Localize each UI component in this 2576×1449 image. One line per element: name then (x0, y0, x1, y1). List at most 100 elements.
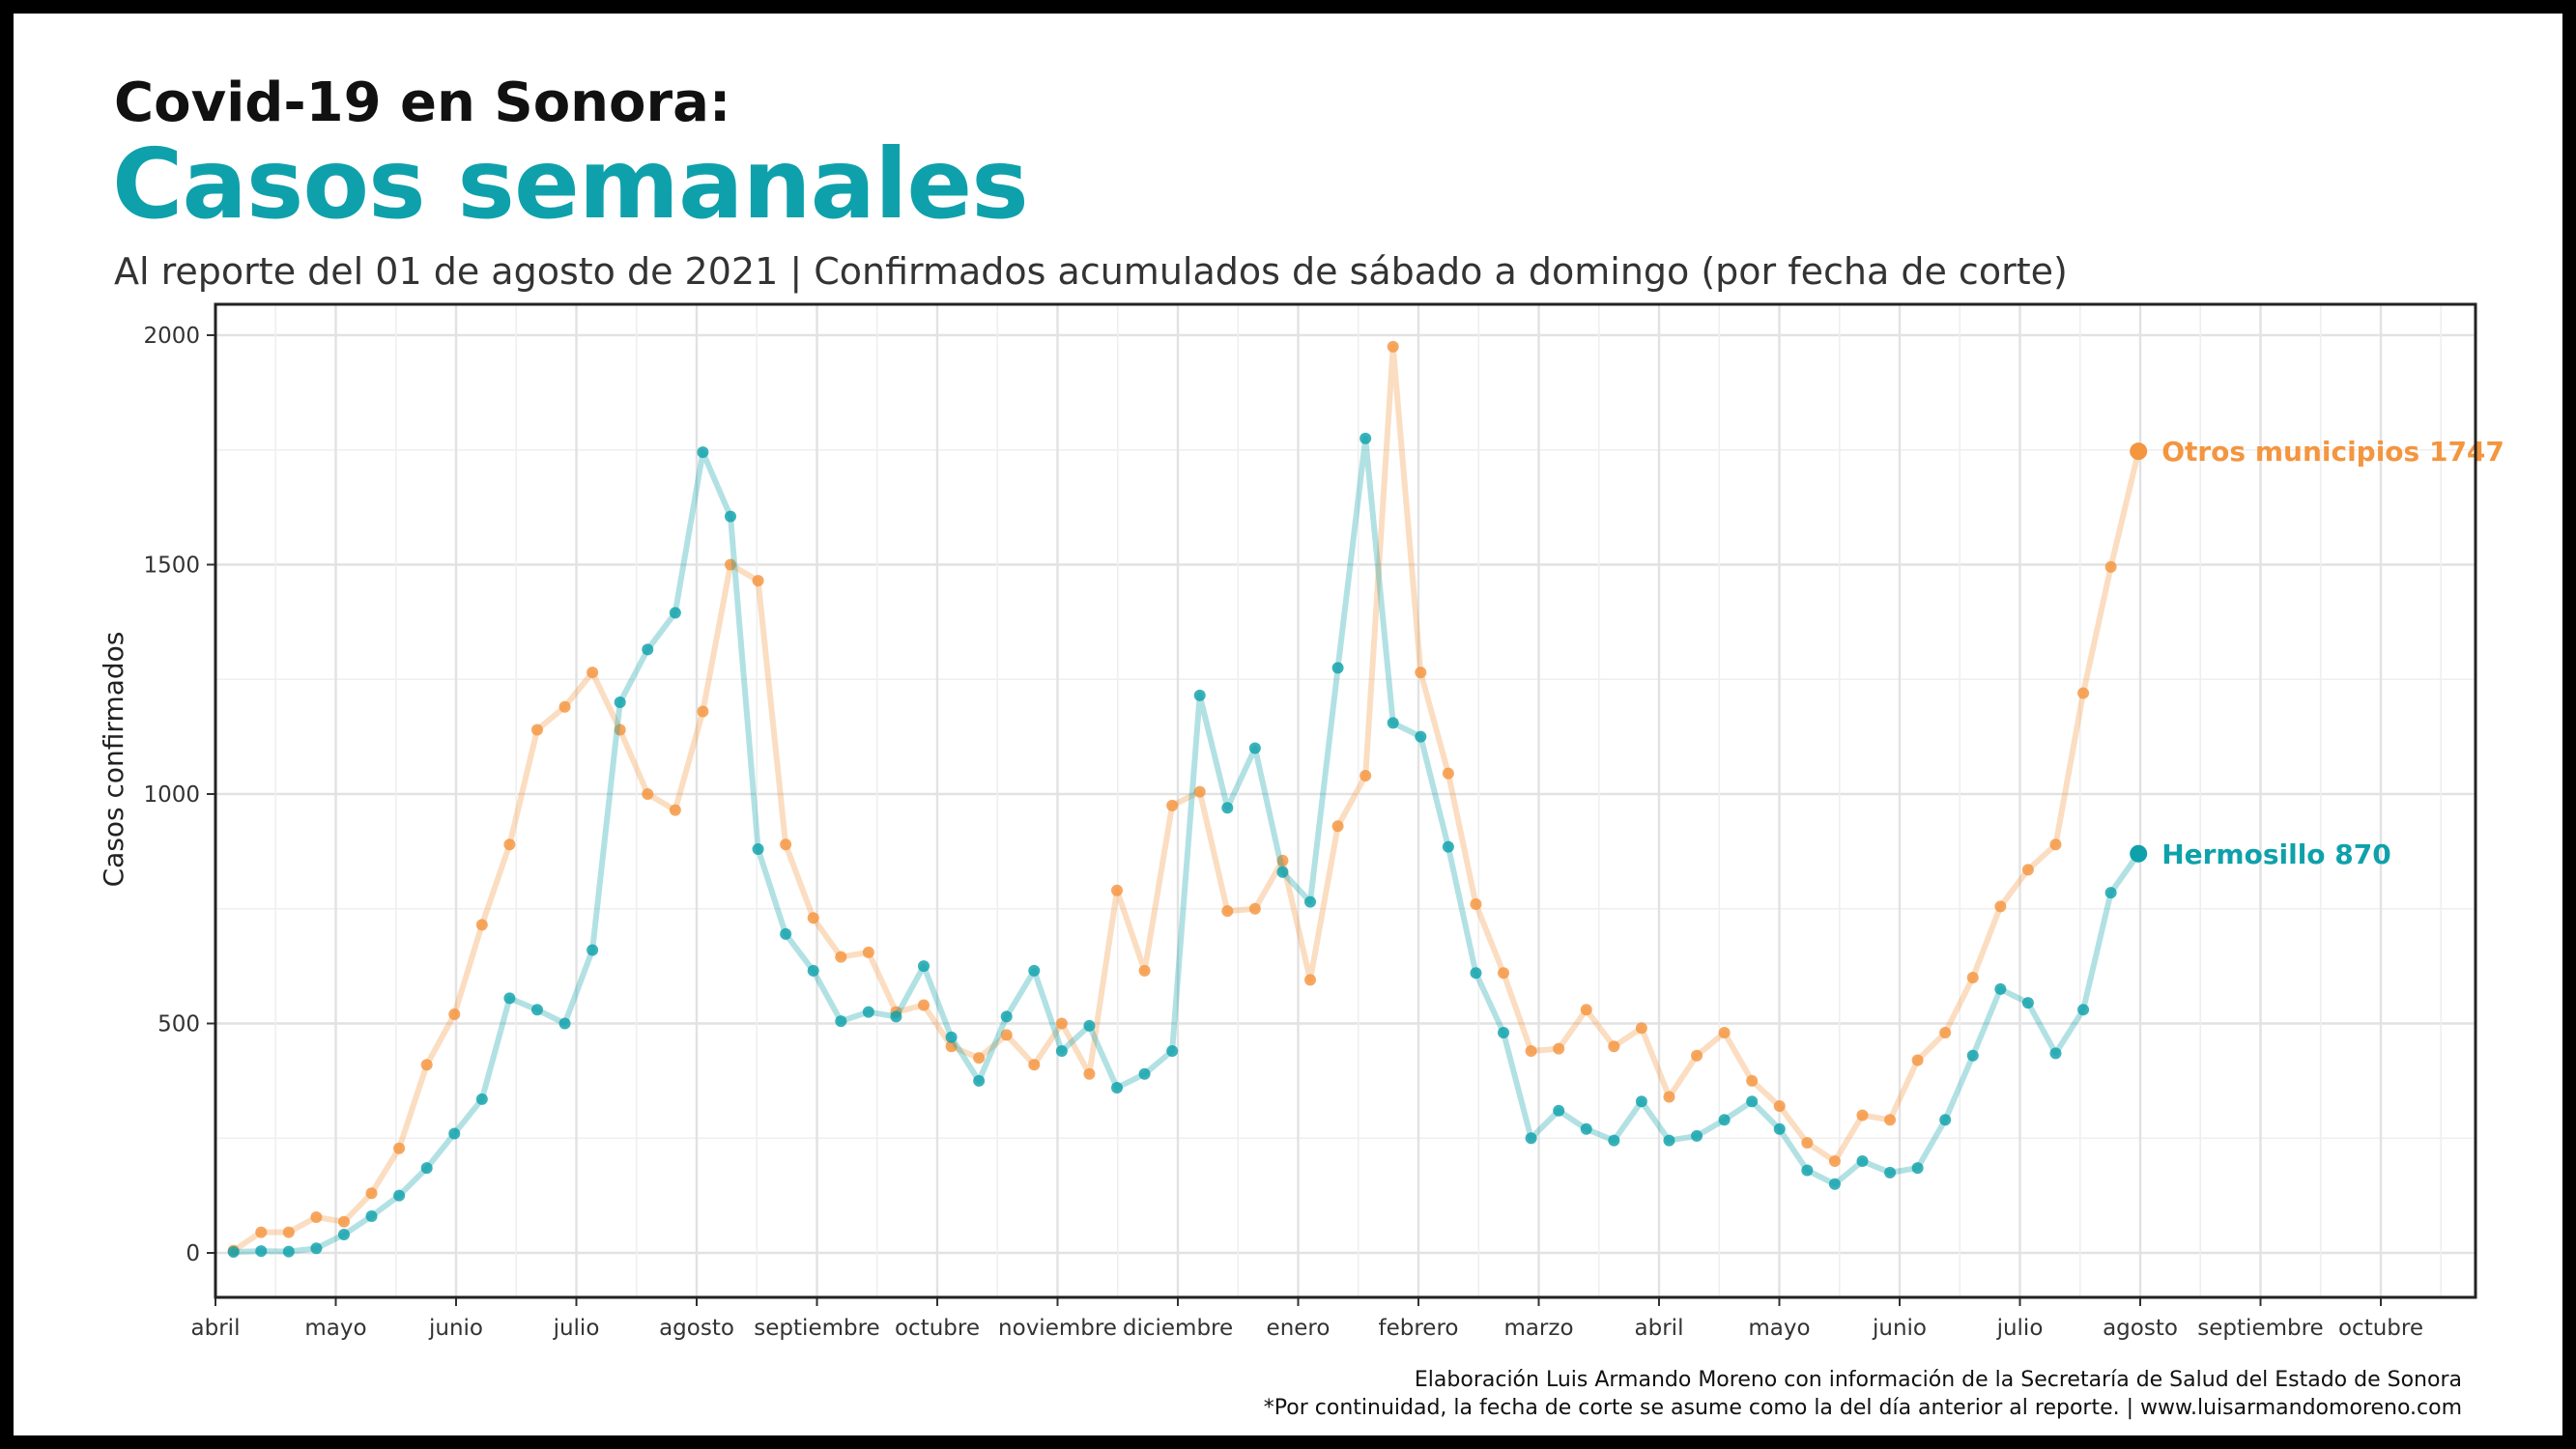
data-point (1884, 1114, 1897, 1126)
data-point (1248, 902, 1261, 915)
data-point (724, 558, 736, 571)
data-point (835, 951, 847, 963)
series-otros-municipios: Otros municipios 1747 (227, 340, 2504, 1257)
data-point (1415, 730, 1427, 743)
data-point (1000, 1010, 1013, 1023)
data-point (1415, 667, 1427, 679)
data-point (1442, 767, 1454, 780)
data-point (530, 1004, 543, 1016)
data-point (337, 1215, 350, 1228)
x-tick-label: julio (553, 1316, 600, 1341)
data-point (1028, 964, 1041, 977)
data-point (2104, 887, 2117, 899)
data-point (1663, 1091, 1675, 1103)
x-tick-label: junio (428, 1316, 483, 1341)
data-point (724, 510, 736, 523)
x-tick-label: agosto (2103, 1316, 2178, 1341)
data-point (614, 724, 626, 736)
data-point (917, 999, 930, 1011)
data-point (1828, 1155, 1841, 1167)
data-point (1331, 820, 1344, 833)
data-point (697, 705, 709, 718)
data-point (1691, 1049, 1703, 1062)
data-point (807, 912, 819, 924)
data-point (1360, 432, 1372, 444)
x-tick-label: enero (1267, 1316, 1331, 1341)
data-point (1994, 900, 2007, 913)
data-point (973, 1074, 986, 1087)
data-point (1138, 1067, 1151, 1080)
x-tick-label: junio (1872, 1316, 1927, 1341)
series-end-label: Hermosillo 870 (2161, 838, 2391, 870)
data-point (1884, 1166, 1897, 1179)
data-point (1304, 895, 1317, 908)
x-tick-label: abril (1635, 1316, 1684, 1341)
data-point (642, 643, 654, 656)
data-point (420, 1162, 433, 1175)
data-point (890, 1010, 902, 1023)
data-point (862, 946, 874, 958)
data-point (1580, 1122, 1592, 1135)
data-point (1746, 1095, 1759, 1108)
data-point (2130, 844, 2148, 863)
data-point (1911, 1162, 1924, 1175)
data-point (780, 927, 792, 940)
data-point (1304, 974, 1317, 986)
data-point (1635, 1022, 1647, 1035)
x-tick-label: mayo (1748, 1316, 1810, 1341)
y-tick-label: 2000 (143, 324, 200, 349)
data-point (365, 1210, 378, 1222)
x-tick-label: julio (1996, 1316, 2044, 1341)
data-point (530, 724, 543, 736)
data-point (1635, 1095, 1647, 1108)
data-point (1498, 967, 1510, 980)
data-point (1663, 1134, 1675, 1147)
data-point (227, 1246, 240, 1259)
data-point (1166, 799, 1179, 811)
y-tick-label: 1500 (143, 554, 200, 579)
data-point (780, 838, 792, 851)
data-point (1856, 1155, 1869, 1167)
data-point (1773, 1122, 1786, 1135)
data-point (2077, 687, 2090, 699)
data-point (1801, 1164, 1814, 1177)
data-point (1994, 982, 2007, 995)
data-point (1055, 1045, 1068, 1057)
x-tick-label: mayo (304, 1316, 366, 1341)
data-point (282, 1226, 295, 1238)
data-point (2049, 1047, 2062, 1060)
x-tick-label: septiembre (2197, 1316, 2323, 1341)
data-point (255, 1245, 268, 1258)
super-title: Covid-19 en Sonora: (114, 71, 731, 134)
data-point (1331, 662, 1344, 674)
data-point (752, 843, 764, 855)
data-point (1718, 1027, 1731, 1038)
data-point (310, 1242, 323, 1255)
data-point (1939, 1027, 1952, 1038)
data-point (1608, 1134, 1620, 1147)
data-point (2021, 997, 2034, 1009)
data-point (1276, 866, 1289, 878)
data-point (1911, 1054, 1924, 1066)
y-tick-label: 0 (186, 1241, 200, 1266)
data-point (393, 1142, 406, 1154)
data-point (1966, 1049, 1979, 1062)
data-point (642, 788, 654, 800)
data-point (1360, 770, 1372, 781)
caption-note: *Por continuidad, la fecha de corte se a… (1263, 1396, 2462, 1420)
data-point (558, 1017, 571, 1030)
caption-source: Elaboración Luis Armando Moreno con info… (1414, 1368, 2462, 1392)
x-tick-label: agosto (659, 1316, 734, 1341)
data-point (1221, 802, 1234, 814)
data-point (448, 1009, 461, 1020)
data-point (2049, 838, 2062, 851)
data-point (1966, 972, 1979, 983)
data-point (917, 960, 930, 973)
data-point (1939, 1114, 1952, 1126)
data-point (614, 696, 626, 708)
data-point (1470, 898, 1482, 910)
data-point (862, 1006, 874, 1018)
data-point (1801, 1137, 1814, 1149)
y-axis-label: Casos confirmados (98, 632, 129, 888)
x-tick-label: noviembre (998, 1316, 1117, 1341)
